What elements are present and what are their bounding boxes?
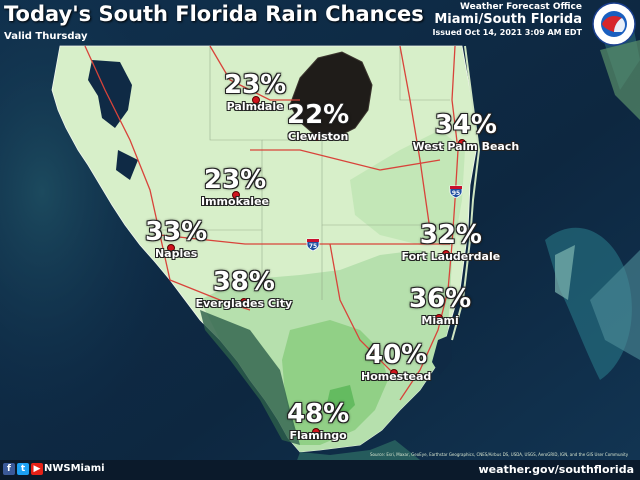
location-label: 34% West Palm Beach xyxy=(413,112,520,153)
map-title: Today's South Florida Rain Chances xyxy=(4,2,424,26)
location-dot xyxy=(390,369,398,377)
location-label: 33% Naples xyxy=(145,219,207,260)
location-name: Homestead xyxy=(361,370,432,383)
rain-chance-value: 32% xyxy=(419,220,482,250)
rain-chance-value: 33% xyxy=(145,217,208,247)
location-name: Clewiston xyxy=(287,130,349,143)
i95-label: 95 xyxy=(452,190,460,197)
location-label: 40% Homestead xyxy=(361,342,431,383)
location-dot xyxy=(252,96,260,104)
facebook-icon[interactable]: f xyxy=(3,463,15,475)
location-dot xyxy=(232,191,240,199)
biscayne-bay xyxy=(432,335,452,375)
bimini-bank xyxy=(555,245,575,300)
location-name: Miami xyxy=(421,314,459,327)
rain-chance-value: 38% xyxy=(212,267,275,297)
rain-shade-east xyxy=(350,130,465,245)
i75-shield-icon: 75 xyxy=(306,238,320,251)
location-label: 23% Palmdale xyxy=(224,72,286,113)
valid-day: Valid Thursday xyxy=(4,31,88,42)
office-line2: Miami/South Florida xyxy=(434,12,582,27)
nws-logo-icon xyxy=(592,2,636,46)
youtube-icon[interactable]: ▶ xyxy=(31,463,43,475)
location-dot xyxy=(458,139,466,147)
location-name: Everglades City xyxy=(195,297,293,310)
rain-chance-value: 22% xyxy=(287,100,350,130)
rain-chance-value: 48% xyxy=(287,399,350,429)
lake-okeechobee xyxy=(289,51,373,139)
location-label: 36% Miami xyxy=(409,286,471,327)
location-name: Flamingo xyxy=(289,429,347,442)
east-coast-barrier xyxy=(451,45,481,341)
office-block: Weather Forecast Office Miami/South Flor… xyxy=(433,2,582,37)
location-dot xyxy=(442,250,450,258)
rain-chance-value: 23% xyxy=(203,165,267,195)
social-handle[interactable]: NWSMiami xyxy=(44,463,105,474)
location-dot xyxy=(435,314,443,322)
social-icons: f t ▶ xyxy=(3,463,43,475)
location-label: 38% Everglades City xyxy=(196,269,293,310)
map-credit: Source: Esri, Maxar, GeoEye, Earthstar G… xyxy=(370,452,629,457)
location-name: West Palm Beach xyxy=(412,140,520,153)
county-boundaries xyxy=(150,46,460,300)
rain-chance-value: 36% xyxy=(409,284,472,314)
location-label: 32% Fort Lauderdale xyxy=(402,222,501,263)
location-dot xyxy=(312,428,320,436)
location-dot xyxy=(167,244,175,252)
i95-shield-icon: 95 xyxy=(449,185,463,198)
ten-thousand-islands xyxy=(200,310,300,445)
website-link[interactable]: weather.gov/southflorida xyxy=(478,463,634,476)
location-name: Fort Lauderdale xyxy=(401,250,501,263)
office-line1: Weather Forecast Office xyxy=(459,2,582,12)
location-name: Immokalee xyxy=(201,195,270,208)
i75-label: 75 xyxy=(309,243,317,250)
rain-shade-max xyxy=(325,385,355,420)
location-label: 22% Clewiston xyxy=(287,102,349,143)
footer-bar: f t ▶ NWSMiami weather.gov/southflorida xyxy=(0,460,640,480)
location-name: Naples xyxy=(154,247,198,260)
rain-shade-high xyxy=(282,320,388,445)
location-label: 48% Flamingo xyxy=(287,401,349,442)
issued-time: Issued Oct 14, 2021 3:09 AM EDT xyxy=(432,28,582,37)
rain-chance-value: 23% xyxy=(224,70,287,100)
rain-chance-value: 40% xyxy=(365,340,428,370)
rain-chance-value: 34% xyxy=(434,110,497,140)
estero-bay xyxy=(116,150,138,180)
location-name: Palmdale xyxy=(226,100,284,113)
twitter-icon[interactable]: t xyxy=(17,463,29,475)
location-label: 23% Immokalee xyxy=(201,167,269,208)
header: Today's South Florida Rain Chances Valid… xyxy=(0,0,640,46)
location-dot xyxy=(313,133,321,141)
andros-bank xyxy=(590,250,640,360)
grand-bahama-island xyxy=(600,40,640,120)
location-dot xyxy=(240,298,248,306)
